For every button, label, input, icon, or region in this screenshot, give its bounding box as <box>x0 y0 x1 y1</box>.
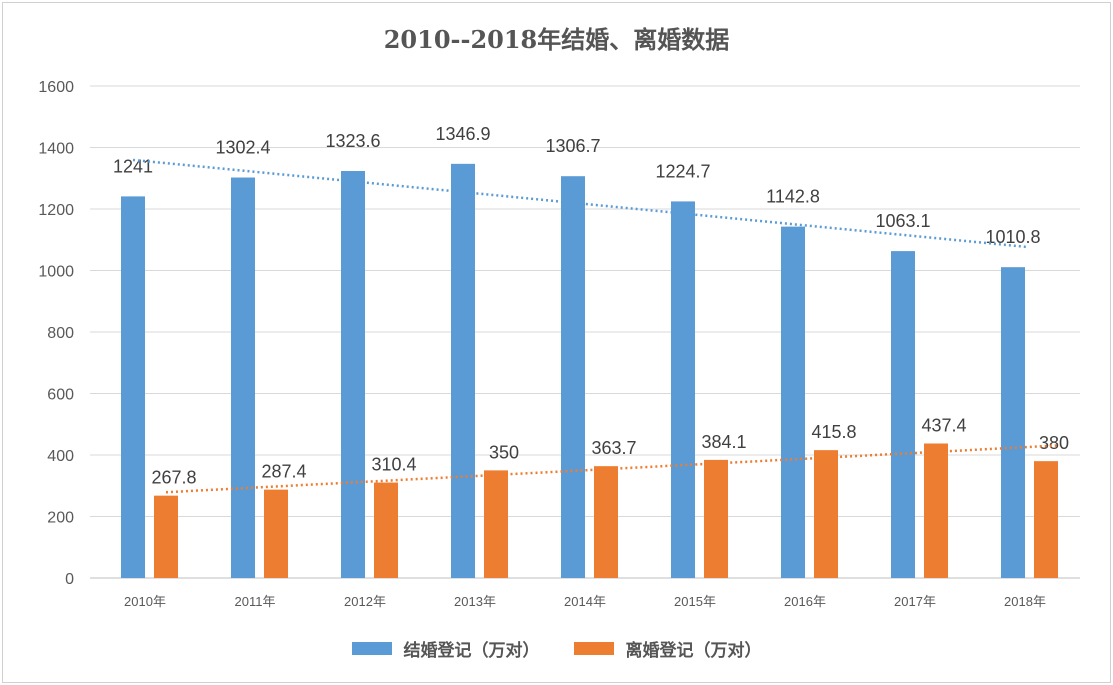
x-tick-label: 2014年 <box>564 594 606 609</box>
y-tick-label: 1400 <box>38 141 74 158</box>
bar-divorce <box>924 443 948 578</box>
x-tick-label: 2013年 <box>454 594 496 609</box>
legend-label-divorce: 离婚登记（万对） <box>625 641 762 661</box>
bar-divorce <box>1034 461 1058 578</box>
legend-item-divorce: 离婚登记（万对） <box>573 636 762 661</box>
chart-title: 2010--2018年结婚、离婚数据 <box>383 25 730 54</box>
bar-marriage <box>891 251 915 579</box>
data-label: 1306.7 <box>545 136 600 156</box>
bar-marriage <box>451 163 475 578</box>
bar-marriage <box>341 170 365 579</box>
y-tick-label: 600 <box>47 387 74 404</box>
data-label: 1063.1 <box>875 211 930 231</box>
data-label: 287.4 <box>261 462 306 482</box>
data-label: 363.7 <box>591 438 636 458</box>
y-tick-label: 1600 <box>38 79 74 96</box>
data-label: 380 <box>1039 433 1069 453</box>
bar-marriage <box>671 201 695 578</box>
bar-divorce <box>484 470 508 578</box>
bar-divorce <box>264 489 288 578</box>
bar-divorce <box>374 482 398 578</box>
bar-marriage <box>561 176 585 578</box>
data-label: 437.4 <box>921 415 966 435</box>
x-tick-label: 2010年 <box>124 594 166 609</box>
y-tick-label: 800 <box>47 325 74 342</box>
data-label: 1302.4 <box>215 138 270 158</box>
y-tick-label: 200 <box>47 510 74 527</box>
data-label: 1010.8 <box>985 227 1040 247</box>
data-label: 1224.7 <box>655 161 710 181</box>
bar-marriage <box>781 226 805 579</box>
bar-marriage <box>231 177 255 578</box>
bar-divorce <box>154 495 178 578</box>
data-label: 1346.9 <box>435 124 490 144</box>
y-tick-label: 0 <box>65 571 74 588</box>
bar-marriage <box>121 196 145 578</box>
data-label: 267.8 <box>151 468 196 488</box>
legend-swatch-marriage <box>351 642 392 655</box>
x-tick-label: 2016年 <box>784 594 826 609</box>
legend-label-marriage: 结婚登记（万对） <box>403 641 540 661</box>
bar-divorce <box>704 459 728 578</box>
legend-swatch-divorce <box>573 642 614 655</box>
data-label: 1323.6 <box>325 131 380 151</box>
data-label: 1241 <box>113 156 153 176</box>
y-tick-label: 1000 <box>38 264 74 281</box>
trendline-divorce <box>165 444 1061 494</box>
bar-divorce <box>594 466 618 578</box>
data-label: 310.4 <box>371 455 416 475</box>
y-tick-label: 1200 <box>38 202 74 219</box>
data-label: 384.1 <box>701 432 746 452</box>
bar-divorce <box>814 450 838 578</box>
x-tick-label: 2011年 <box>235 594 276 609</box>
x-tick-label: 2012年 <box>344 594 386 609</box>
data-label: 415.8 <box>811 422 856 442</box>
x-tick-label: 2018年 <box>1004 594 1046 609</box>
data-label: 1142.8 <box>766 187 820 207</box>
x-tick-label: 2015年 <box>674 594 716 609</box>
legend-item-marriage: 结婚登记（万对） <box>351 636 540 661</box>
legend: 结婚登记（万对） 离婚登记（万对） <box>0 636 1113 661</box>
data-label: 350 <box>489 442 519 462</box>
x-tick-label: 2017年 <box>894 594 936 609</box>
y-tick-label: 400 <box>47 448 74 465</box>
bar-marriage <box>1001 267 1025 578</box>
